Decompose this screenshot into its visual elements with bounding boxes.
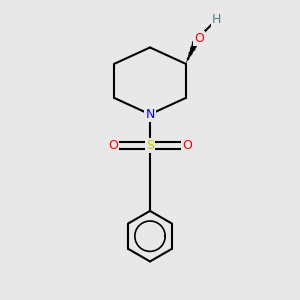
- Polygon shape: [186, 37, 201, 64]
- Text: O: O: [182, 139, 192, 152]
- Text: S: S: [146, 139, 154, 152]
- Text: H: H: [212, 13, 222, 26]
- Text: O: O: [194, 32, 204, 45]
- Text: O: O: [108, 139, 118, 152]
- Text: N: N: [145, 108, 155, 121]
